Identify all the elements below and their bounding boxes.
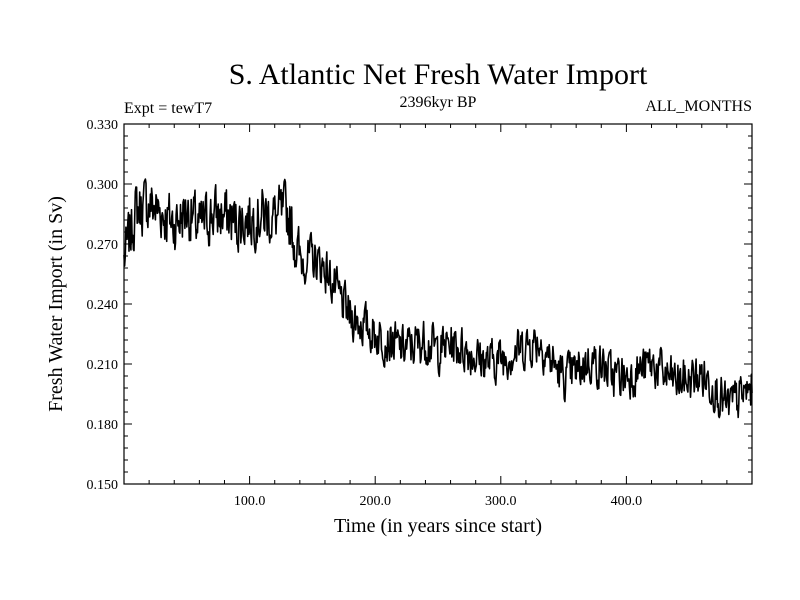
y-tick-label: 0.180 <box>87 418 119 433</box>
x-tick-label: 400.0 <box>611 494 643 509</box>
y-tick-labels: 0.150 0.180 0.210 0.240 0.270 0.300 0.330 <box>87 118 119 493</box>
months-label: ALL_MONTHS <box>645 98 752 115</box>
series-line <box>123 178 753 419</box>
plot-frame <box>123 123 753 485</box>
y-tick-label: 0.300 <box>87 178 119 193</box>
x-tick-label: 300.0 <box>485 494 517 509</box>
x-tick-label: 200.0 <box>359 494 391 509</box>
period-label: 2396kyr BP <box>400 94 477 111</box>
y-tick-label: 0.210 <box>87 358 119 373</box>
chart-title: S. Atlantic Net Fresh Water Import <box>229 58 648 91</box>
experiment-label: Expt = tewT7 <box>124 100 212 117</box>
axis-ticks <box>123 123 753 485</box>
y-axis-label: Fresh Water Import (in Sv) <box>45 196 67 412</box>
x-tick-label: 100.0 <box>234 494 266 509</box>
x-axis-label: Time (in years since start) <box>334 515 542 537</box>
y-tick-label: 0.150 <box>87 478 119 493</box>
y-tick-label: 0.330 <box>87 118 119 133</box>
y-tick-label: 0.270 <box>87 238 119 253</box>
x-tick-labels: 100.0 200.0 300.0 400.0 <box>234 494 642 509</box>
y-tick-label: 0.240 <box>87 298 119 313</box>
